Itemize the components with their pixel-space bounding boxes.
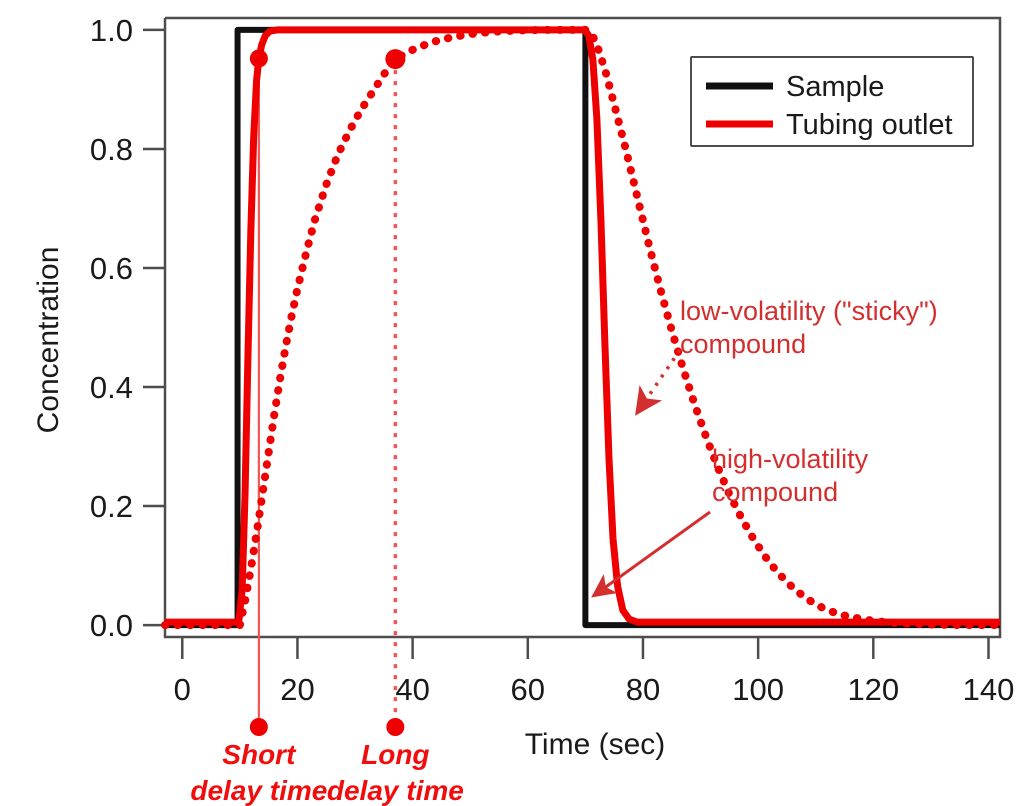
y-tick-label: 0.2: [90, 489, 133, 524]
short-delay-line-caption-line2: delay time: [190, 775, 327, 806]
y-axis-title: Concentration: [32, 247, 65, 434]
long-delay-marker: [385, 49, 406, 70]
x-tick-label: 0: [174, 672, 191, 707]
y-axis-ticks: [143, 28, 165, 627]
low-volatility-annotation-line1: low-volatility ("sticky"): [680, 296, 938, 326]
delay-markers: [249, 49, 406, 70]
high-volatility-annotation-line2: compound: [712, 477, 838, 507]
high-volatility-annotation-line1: high-volatility: [712, 444, 869, 474]
long-delay-line-endpoint: [386, 718, 405, 736]
series-tubing-outlet-low-volatility: [161, 25, 1004, 630]
long-delay-line-caption-line1: Long: [361, 739, 429, 770]
chart-legend[interactable]: Sample Tubing outlet: [690, 56, 974, 147]
x-tick-label: 40: [395, 672, 429, 707]
low-volatility-annotation-arrow: [635, 349, 682, 416]
low-volatility-annotation-line2: compound: [680, 329, 806, 359]
y-tick-label: 0.0: [90, 608, 133, 643]
legend-label-sample: Sample: [786, 71, 884, 103]
high-volatility-annotation-arrow: [591, 510, 711, 598]
axis-spines: [163, 16, 1002, 639]
x-tick-label: 140: [963, 672, 1015, 707]
x-tick-label: 80: [626, 672, 660, 707]
y-axis-tick-labels: 0.0 0.2 0.4 0.6 0.8 1.0: [90, 13, 133, 643]
y-tick-label: 0.4: [90, 370, 133, 405]
x-axis-ticks: [181, 637, 990, 659]
short-delay-marker: [249, 49, 268, 68]
y-tick-label: 1.0: [90, 13, 133, 48]
legend-label-tubing-outlet: Tubing outlet: [786, 109, 953, 141]
x-tick-label: 20: [280, 672, 314, 707]
short-delay-line-endpoint: [249, 718, 268, 736]
delay-reference-lines: [249, 58, 405, 736]
short-delay-line-caption-line1: Short: [222, 739, 297, 770]
y-tick-label: 0.6: [90, 251, 133, 286]
delay-time-captions: Short delay time Long delay time: [190, 739, 463, 806]
long-delay-line-caption-line2: delay time: [327, 775, 464, 806]
x-tick-label: 60: [511, 672, 545, 707]
plot-frame: [163, 16, 1002, 639]
chart-annotations: low-volatility ("sticky")compoundhigh-vo…: [591, 296, 938, 598]
x-axis-title: Time (sec): [525, 728, 666, 761]
x-axis-tick-labels: 0 20 40 60 80 100 120 140: [174, 672, 1015, 707]
x-tick-label: 100: [732, 672, 784, 707]
y-tick-label: 0.8: [90, 132, 133, 167]
x-tick-label: 120: [847, 672, 899, 707]
